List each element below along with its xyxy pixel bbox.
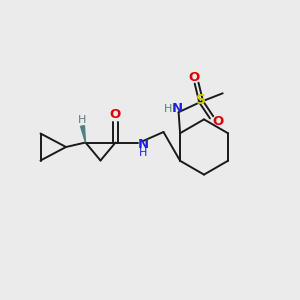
Text: N: N [137,138,149,152]
Text: S: S [196,93,206,107]
Text: O: O [213,115,224,128]
Text: O: O [110,108,121,122]
Text: H: H [164,104,172,114]
Text: N: N [172,102,183,115]
Text: H: H [78,115,87,125]
Text: O: O [188,70,199,84]
Text: H: H [139,148,147,158]
Polygon shape [81,126,85,142]
